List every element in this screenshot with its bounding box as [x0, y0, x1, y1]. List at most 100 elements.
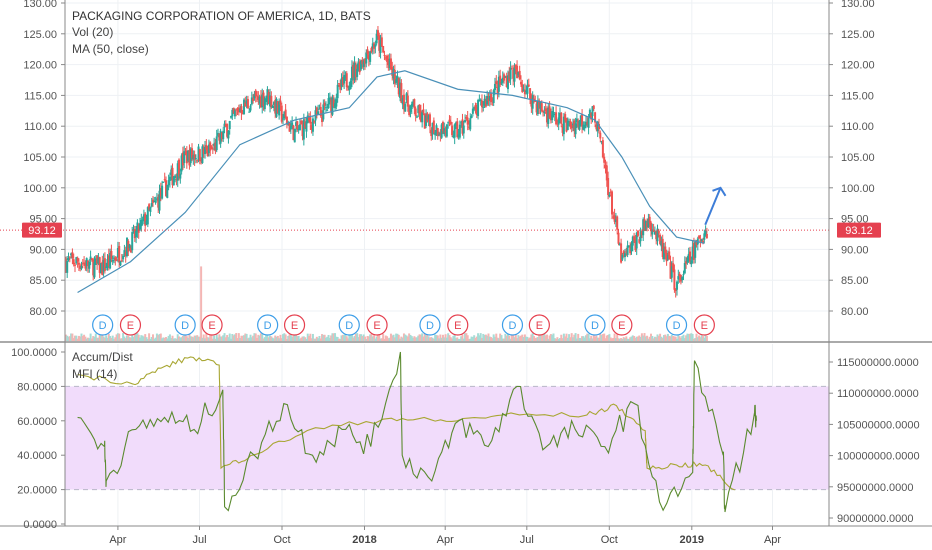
candle-body	[678, 273, 681, 277]
candle-body	[659, 234, 662, 244]
volume-bar	[358, 334, 361, 341]
candle-body	[592, 105, 595, 109]
candle-body	[387, 58, 390, 66]
dividend-marker[interactable]: D	[665, 314, 688, 336]
candle-body	[102, 259, 105, 272]
candle-body	[137, 225, 140, 233]
earnings-marker[interactable]: E	[366, 314, 388, 336]
candle-body	[180, 155, 183, 172]
candle-body	[236, 108, 239, 110]
candle-body	[422, 109, 425, 113]
volume-bar	[283, 333, 286, 341]
volume-bar	[235, 333, 238, 341]
earnings-marker[interactable]: E	[283, 314, 306, 336]
dividend-marker[interactable]: D	[584, 314, 606, 336]
dividend-marker[interactable]: D	[174, 314, 196, 336]
volume-bar	[610, 338, 613, 341]
candle-body	[514, 64, 517, 70]
candle-body	[302, 119, 305, 140]
candle-body	[304, 121, 307, 129]
volume-bar	[418, 334, 421, 341]
candle-body	[705, 233, 708, 239]
volume-bar	[107, 333, 110, 341]
volume-bar	[526, 336, 529, 341]
volume-bar	[427, 336, 430, 341]
volume-bar	[97, 337, 100, 341]
candle-body	[603, 156, 606, 163]
volume-bar	[337, 338, 340, 341]
candle-body	[187, 150, 190, 161]
svg-text:E: E	[373, 320, 380, 332]
price-tick-left: 90.00	[29, 244, 57, 256]
volume-indicator-label: Vol (20)	[72, 25, 113, 39]
dividend-marker[interactable]: D	[338, 314, 360, 336]
volume-bar	[67, 336, 70, 341]
candle-body	[133, 229, 136, 239]
candle-body	[613, 215, 616, 222]
volume-bar	[256, 337, 259, 341]
candle-body	[656, 228, 659, 242]
volume-bar	[651, 335, 654, 341]
earnings-marker[interactable]: E	[447, 314, 469, 336]
dividend-marker[interactable]: D	[257, 314, 279, 336]
volume-bar	[705, 335, 708, 341]
candle-body	[626, 245, 629, 255]
price-tick-left: 105.00	[23, 152, 57, 164]
volume-bar	[401, 337, 404, 341]
candle-body	[283, 111, 286, 119]
candle-body	[436, 128, 439, 136]
price-tick-right: 125.00	[841, 29, 875, 41]
projection-arrow	[704, 186, 727, 226]
price-tick-left: 125.00	[23, 29, 57, 41]
candle-body	[336, 84, 339, 99]
volume-bar	[639, 336, 642, 341]
last-price-tag-right: 93.12	[837, 222, 881, 238]
volume-bar	[181, 336, 184, 341]
candle-body	[622, 251, 625, 255]
volume-bar	[538, 334, 541, 341]
candle-body	[261, 94, 264, 108]
dividend-marker[interactable]: D	[92, 314, 114, 336]
volume-bar	[490, 337, 493, 341]
volume-bar	[308, 335, 311, 341]
candle-body	[306, 115, 309, 124]
volume-bar	[621, 338, 624, 341]
volume-bar	[262, 338, 265, 341]
candle-body	[296, 121, 299, 130]
volume-bar	[694, 338, 697, 341]
candle-body	[135, 230, 138, 238]
volume-bar	[162, 337, 165, 341]
candle-body	[584, 121, 587, 126]
svg-text:E: E	[618, 320, 625, 332]
candle-body	[115, 259, 118, 261]
volume-bar	[64, 334, 67, 341]
candle-body	[272, 101, 275, 105]
volume-bar	[326, 336, 329, 341]
candle-body	[679, 275, 682, 282]
volume-bar	[577, 333, 580, 341]
candle-body	[577, 120, 580, 127]
dividend-marker[interactable]: D	[501, 314, 524, 336]
price-tick-left: 95.00	[29, 214, 57, 226]
earnings-marker[interactable]: E	[119, 314, 142, 336]
earnings-marker[interactable]: E	[201, 314, 223, 336]
earnings-marker[interactable]: E	[528, 314, 550, 336]
volume-bar	[79, 336, 82, 341]
volume-bar	[699, 337, 702, 341]
volume-bar	[386, 336, 389, 341]
dividend-marker[interactable]: D	[419, 314, 441, 336]
volume-bar	[270, 336, 273, 341]
volume-bar	[566, 337, 569, 341]
candle-body	[521, 84, 524, 93]
volume-bar	[206, 337, 209, 341]
candle-body	[153, 201, 156, 203]
volume-bar	[210, 334, 213, 341]
candle-body	[694, 242, 697, 258]
volume-bar	[360, 334, 363, 341]
candle-body	[458, 124, 461, 138]
earnings-marker[interactable]: E	[693, 314, 715, 336]
accum-dist-tick: 90000000.0000	[837, 513, 913, 525]
candle-body	[456, 121, 459, 138]
earnings-marker[interactable]: E	[611, 314, 633, 336]
volume-bar	[539, 334, 542, 341]
